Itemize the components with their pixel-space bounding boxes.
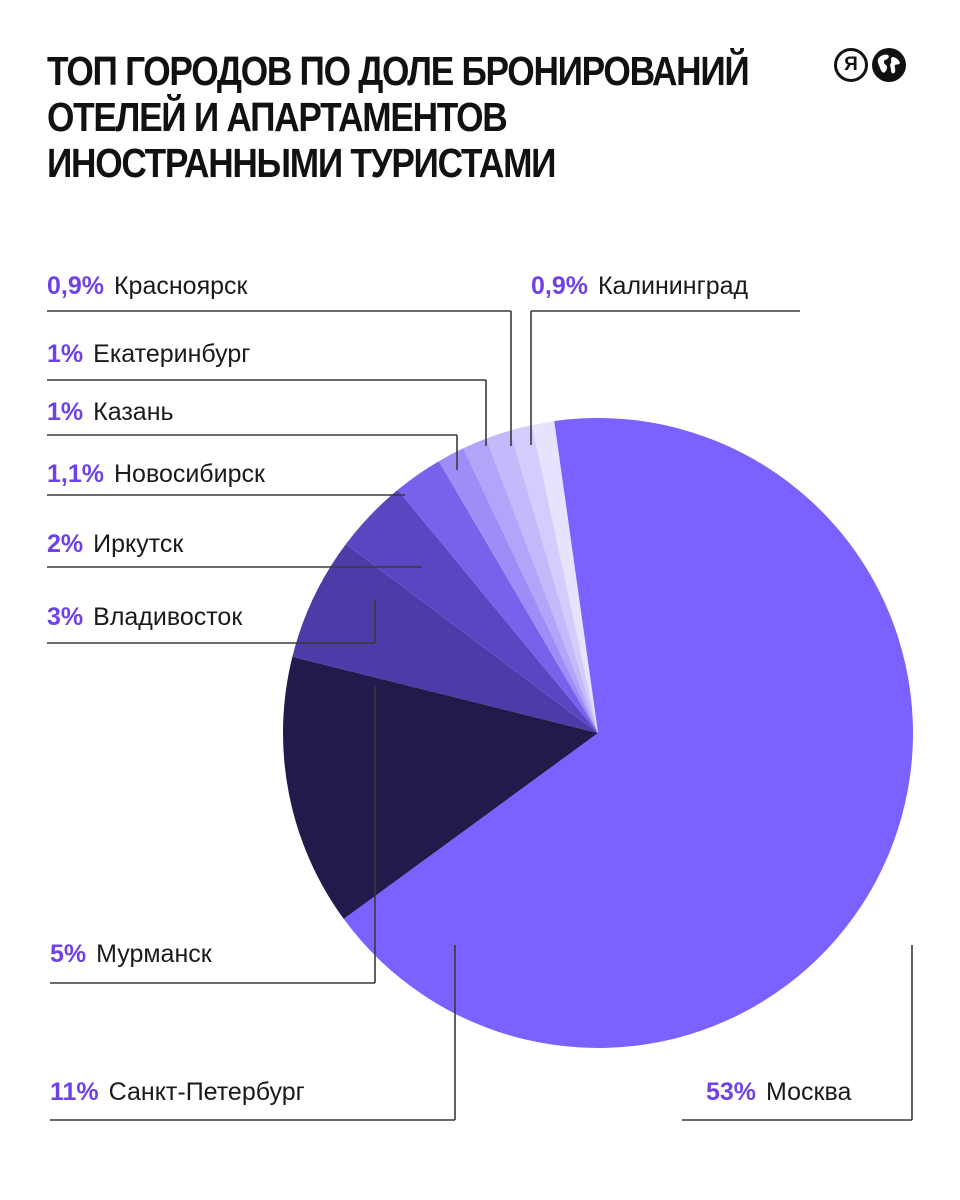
slice-5-label: 2% Иркутск <box>47 530 184 558</box>
chart-title: ТОП ГОРОДОВ ПО ДОЛЕ БРОНИРОВАНИЙ ОТЕЛЕЙ … <box>47 48 750 186</box>
slice-1-label: 53% Москва <box>706 1078 851 1106</box>
slice-1-value-label: 53% <box>706 1078 756 1106</box>
slice-10-city-label: Калининград <box>598 272 749 300</box>
slice-8-label: 1% Екатеринбург <box>47 340 250 368</box>
slice-3-value-label: 5% <box>50 940 86 968</box>
slice-4-label: 3% Владивосток <box>47 603 243 631</box>
slice-3-wedge <box>292 544 598 733</box>
slice-2-city-label: Санкт-Петербург <box>109 1078 305 1106</box>
title-line-3: ИНОСТРАННЫМИ ТУРИСТАМИ <box>47 140 557 186</box>
slice-10-value-label: 0,9% <box>531 272 588 300</box>
slice-1-city-label: Москва <box>766 1078 851 1106</box>
slice-5-city-label: Иркутск <box>93 530 184 558</box>
slice-7-label: 1% Казань <box>47 398 174 426</box>
slice-7-city-label: Казань <box>93 398 173 426</box>
slice-9-city-label: Красноярск <box>114 272 249 300</box>
slice-4-value-label: 3% <box>47 603 83 631</box>
slice-1-wedge <box>343 418 913 1048</box>
slice-6-city-label: Новосибирск <box>114 460 266 488</box>
slice-4-wedge <box>345 489 598 733</box>
slice-10-label: 0,9% Калининград <box>531 272 749 300</box>
slice-7-wedge <box>463 438 598 733</box>
slice-2-label: 11% Санкт-Петербург <box>50 1078 305 1106</box>
slice-9-label: 0,9% Красноярск <box>47 272 249 300</box>
slice-7-value-label: 1% <box>47 398 83 426</box>
slice-9-value-label: 0,9% <box>47 272 104 300</box>
yandex-logo-icon: Я <box>834 48 868 82</box>
slice-5-value-label: 2% <box>47 530 83 558</box>
slice-3-city-label: Мурманск <box>96 940 213 968</box>
slice-labels: 53% Москва 11% Санкт-Петербург 5% Мурманск 3% В… <box>47 272 851 1106</box>
slice-4-city-label: Владивосток <box>93 603 243 631</box>
slice-9-wedge <box>510 425 598 733</box>
logo-group: Я <box>834 48 906 82</box>
slice-6-wedge <box>438 448 598 733</box>
slice-2-wedge <box>282 656 598 919</box>
slice-5-wedge <box>397 461 598 733</box>
slice-6-label: 1,1% Новосибирск <box>47 460 266 488</box>
slice-8-wedge <box>486 430 598 733</box>
slice-6-value-label: 1,1% <box>47 460 104 488</box>
title-line-2: ОТЕЛЕЙ И АПАРТАМЕНТОВ <box>47 94 508 140</box>
slice-2-value-label: 11% <box>50 1078 99 1106</box>
slice-10-wedge <box>531 421 598 733</box>
title-line-1: ТОП ГОРОДОВ ПО ДОЛЕ БРОНИРОВАНИЙ <box>47 48 750 94</box>
pie-slices <box>282 418 913 1048</box>
leader-lines <box>47 310 913 1121</box>
globe-icon <box>872 48 906 82</box>
slice-8-city-label: Екатеринбург <box>93 340 250 368</box>
slice-8-value-label: 1% <box>47 340 83 368</box>
slice-3-label: 5% Мурманск <box>50 940 213 968</box>
